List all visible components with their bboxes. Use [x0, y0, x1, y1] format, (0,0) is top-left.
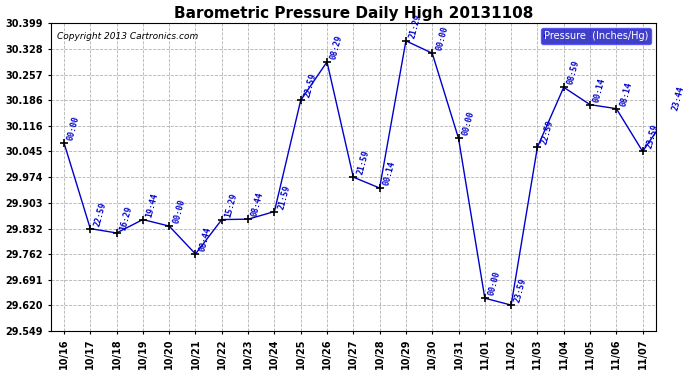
- Text: 08:44: 08:44: [250, 191, 266, 218]
- Text: 00:00: 00:00: [461, 111, 476, 137]
- Text: 00:00: 00:00: [171, 198, 186, 225]
- Text: 08:44: 08:44: [197, 226, 213, 252]
- Text: 00:14: 00:14: [382, 160, 397, 187]
- Text: Copyright 2013 Cartronics.com: Copyright 2013 Cartronics.com: [57, 32, 198, 41]
- Text: 23:59: 23:59: [513, 277, 529, 304]
- Text: 00:14: 00:14: [592, 77, 607, 103]
- Legend: Pressure  (Inches/Hg): Pressure (Inches/Hg): [541, 28, 651, 44]
- Text: 00:00: 00:00: [434, 25, 449, 52]
- Text: 21:29: 21:29: [408, 13, 423, 39]
- Text: 19:44: 19:44: [145, 192, 160, 218]
- Title: Barometric Pressure Daily High 20131108: Barometric Pressure Daily High 20131108: [174, 6, 533, 21]
- Text: 00:00: 00:00: [66, 115, 81, 141]
- Text: 21:59: 21:59: [277, 184, 292, 210]
- Text: 16:29: 16:29: [119, 205, 134, 231]
- Text: 08:14: 08:14: [618, 81, 633, 107]
- Text: 08:59: 08:59: [566, 59, 581, 86]
- Text: 22:59: 22:59: [540, 119, 555, 146]
- Text: 22:59: 22:59: [303, 72, 318, 99]
- Text: 23:44: 23:44: [671, 85, 687, 111]
- Text: 23:59: 23:59: [644, 123, 660, 150]
- Text: 08:29: 08:29: [329, 34, 344, 60]
- Text: 15:29: 15:29: [224, 192, 239, 218]
- Text: 21:59: 21:59: [355, 149, 371, 176]
- Text: 22:59: 22:59: [92, 201, 108, 227]
- Text: 00:00: 00:00: [487, 270, 502, 297]
